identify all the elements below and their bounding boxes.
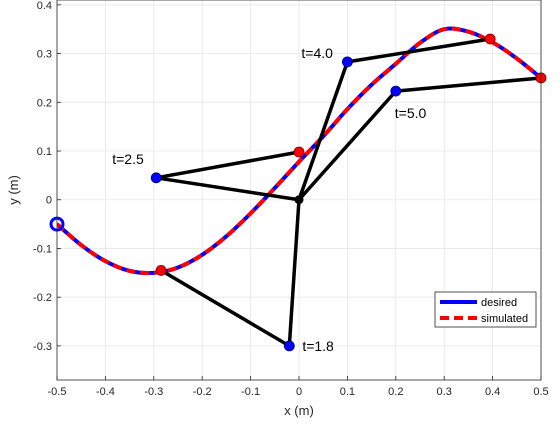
arm-link-lower	[155, 150, 300, 180]
y-axis-label: y (m)	[6, 175, 21, 205]
x-tick-label: -0.1	[241, 386, 260, 398]
series-simulated-line	[57, 26, 541, 276]
x-tick-label: -0.3	[144, 386, 163, 398]
x-axis-label: x (m)	[284, 403, 314, 418]
elbow-joint-marker	[341, 56, 353, 68]
x-tick-label: 0	[296, 386, 302, 398]
legend: desired simulated	[434, 291, 537, 328]
time-label: t=4.0	[301, 45, 333, 61]
y-tick-label: -0.1	[33, 243, 52, 255]
time-label: t=1.8	[302, 338, 334, 354]
x-tick-label: -0.2	[193, 386, 212, 398]
arm-layer: t=1.8 t=2.5 t=4.0 t=5.0	[49, 33, 547, 354]
elbow-joint-marker	[150, 172, 162, 184]
y-tick-label: -0.3	[33, 341, 52, 353]
arm-link-upper	[287, 199, 301, 347]
x-tick-label: 0.3	[437, 386, 452, 398]
x-tick-label: 0.4	[485, 386, 500, 398]
arm-link-lower	[160, 268, 291, 348]
x-tick-label: -0.5	[48, 386, 67, 398]
legend-simulated-label: simulated	[481, 313, 528, 325]
y-tick-label: -0.2	[33, 292, 52, 304]
x-tick-label: -0.4	[96, 386, 115, 398]
x-tick-label: 0.2	[388, 386, 403, 398]
time-label: t=5.0	[395, 105, 427, 121]
arm-link-upper	[155, 176, 300, 202]
end-effector-marker	[293, 146, 305, 158]
end-effector-marker	[155, 264, 167, 276]
y-tick-label: 0.1	[37, 146, 52, 158]
y-tick-label: 0.4	[37, 0, 52, 12]
x-tick-label: 0.1	[340, 386, 355, 398]
y-tick-label: 0.3	[37, 49, 52, 61]
arm-link-upper	[297, 61, 350, 201]
arm-link-lower	[395, 76, 542, 93]
y-tick-label: 0	[46, 195, 52, 207]
end-effector-marker	[484, 33, 496, 45]
plot-area: t=1.8 t=2.5 t=4.0 t=5.0	[49, 26, 547, 354]
arm-link-lower	[347, 37, 491, 64]
base-joint-marker	[294, 195, 304, 205]
elbow-joint-marker	[283, 340, 295, 352]
y-tick-label: 0.2	[37, 97, 52, 109]
x-axis-ticks: -0.5 -0.4 -0.3 -0.2 -0.1 0 0.1 0.2 0.3 0.4 0.5	[48, 376, 549, 398]
legend-desired-label: desired	[481, 297, 517, 309]
x-tick-label: 0.5	[533, 386, 548, 398]
legend-box	[434, 291, 537, 328]
series-layer	[57, 26, 541, 276]
y-axis-ticks: -0.3 -0.2 -0.1 0 0.1 0.2 0.3 0.4	[33, 0, 61, 353]
elbow-joint-marker	[390, 85, 402, 97]
time-label: t=2.5	[112, 151, 144, 167]
arm-link-upper	[297, 89, 398, 201]
